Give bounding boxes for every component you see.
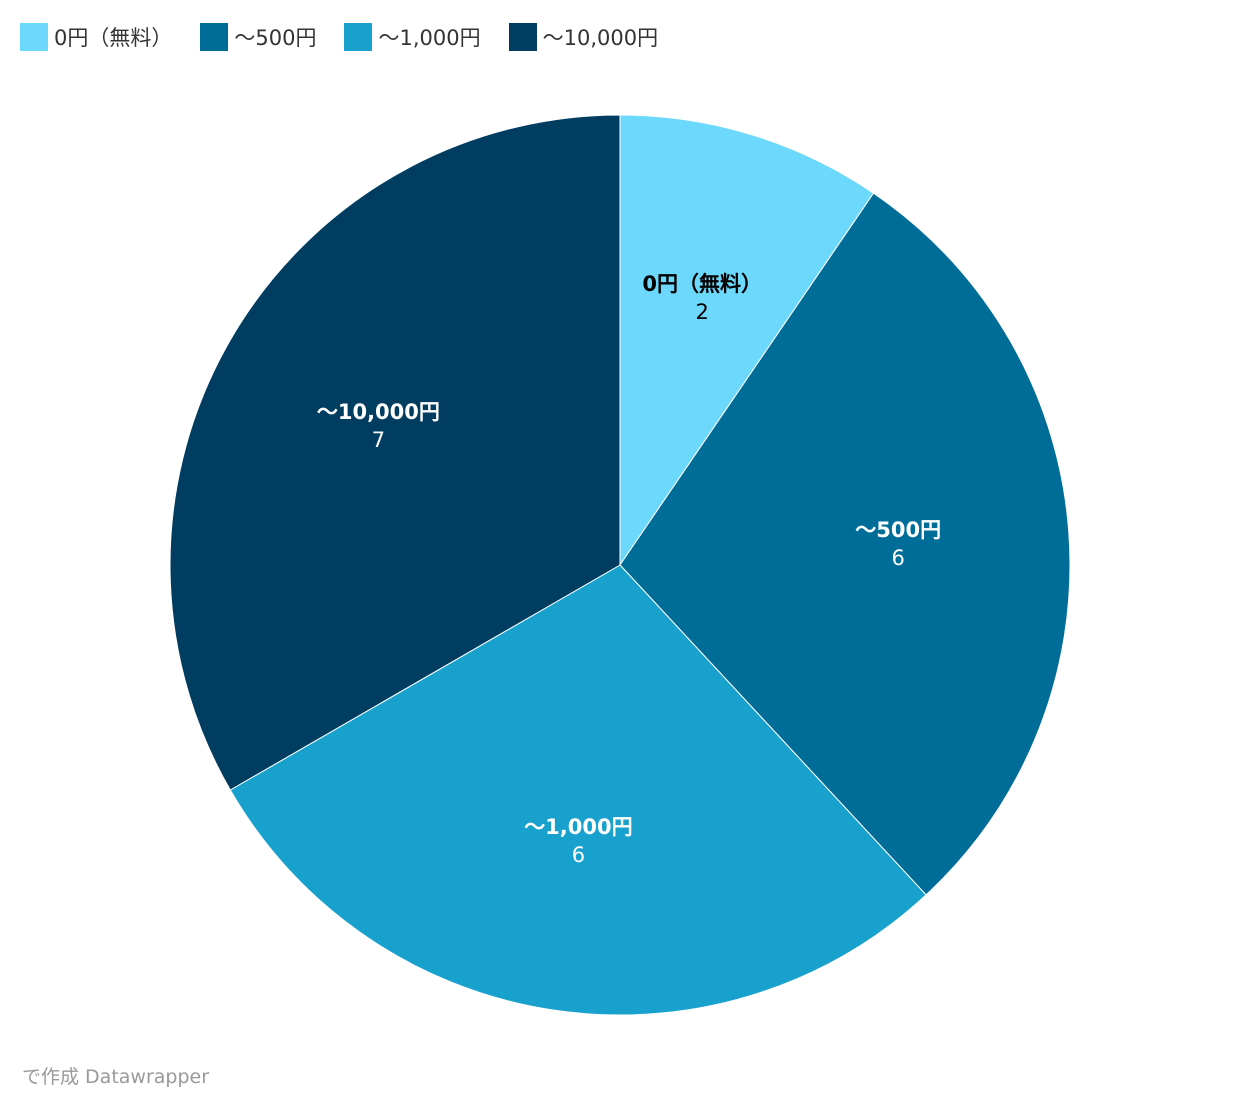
legend: 0円（無料） 〜500円 〜1,000円 〜10,000円 — [20, 22, 658, 52]
slice-label: 〜1,000円 6 — [513, 813, 643, 869]
legend-label: 〜10,000円 — [542, 26, 659, 50]
slice-category: 〜1,000円 — [524, 814, 633, 839]
legend-swatch — [344, 23, 373, 51]
slice-value: 6 — [891, 546, 905, 571]
legend-label: 0円（無料） — [54, 26, 173, 50]
slice-value: 6 — [571, 842, 586, 867]
legend-label: 〜1,000円 — [378, 26, 481, 50]
pie-slice — [619, 192, 1071, 896]
pie-slice — [229, 564, 927, 1016]
slice-label: 〜500円 6 — [833, 516, 963, 572]
legend-swatch — [20, 23, 48, 51]
slice-value: 2 — [695, 300, 709, 325]
legend-item: 0円（無料） — [20, 22, 172, 52]
slice-value: 7 — [371, 427, 386, 452]
legend-item: 〜10,000円 — [508, 22, 659, 52]
slice-label: 0円（無料） 2 — [637, 270, 767, 326]
slice-category: 〜500円 — [855, 518, 942, 543]
slice-label: 〜10,000円 7 — [313, 398, 443, 454]
footer: で作成 Datawrapper — [22, 1066, 210, 1088]
slice-category: 〜10,000円 — [316, 399, 440, 424]
pie-slice — [619, 114, 875, 567]
legend-label: 〜500円 — [234, 26, 317, 50]
legend-swatch — [508, 23, 537, 51]
pie-slice — [169, 114, 621, 791]
legend-item: 〜1,000円 — [344, 22, 481, 52]
slice-category: 0円（無料） — [642, 272, 763, 297]
legend-swatch — [200, 23, 229, 51]
legend-item: 〜500円 — [200, 22, 316, 52]
